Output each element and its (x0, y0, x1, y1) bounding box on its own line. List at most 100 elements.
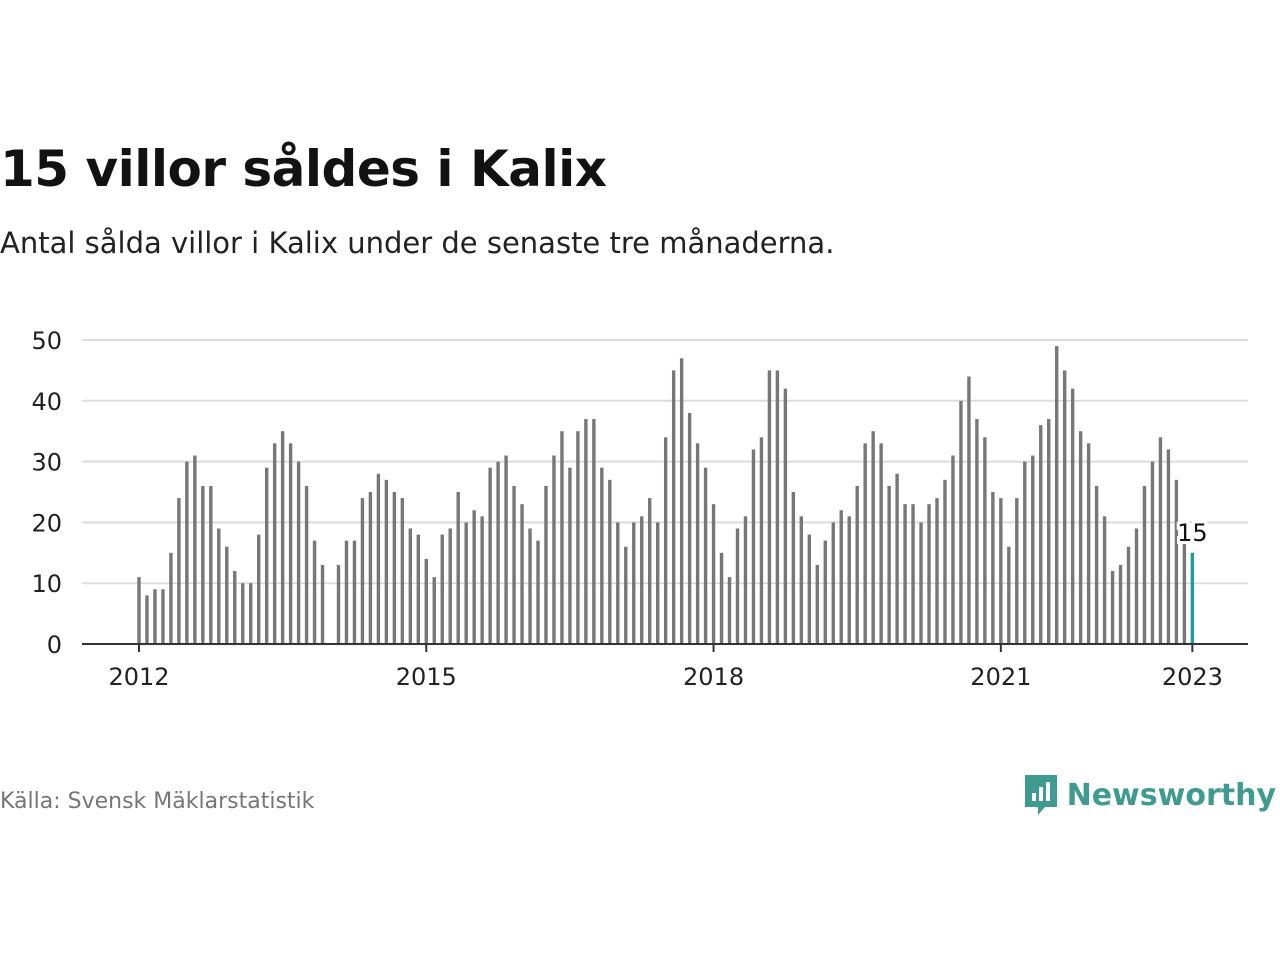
bar (807, 534, 812, 644)
bar (927, 504, 931, 644)
bar (1031, 455, 1035, 644)
bar (392, 492, 397, 644)
highlight-data-label: 15 (1177, 519, 1208, 547)
bar (272, 443, 277, 644)
bar (249, 583, 253, 644)
bar (1110, 571, 1115, 644)
y-tick-label: 40 (31, 388, 62, 416)
bar (177, 498, 181, 644)
bar (951, 455, 955, 644)
bar (456, 492, 460, 644)
bar (711, 504, 716, 644)
bar (743, 516, 748, 644)
bar (568, 467, 572, 644)
bar (1055, 346, 1059, 644)
bar (855, 485, 859, 644)
bar (799, 516, 804, 644)
bar (448, 528, 452, 644)
bar (791, 492, 796, 644)
bar (648, 498, 652, 644)
bar (520, 504, 524, 644)
bar (887, 485, 891, 644)
bar (663, 437, 668, 644)
bar (161, 589, 165, 644)
bar (344, 540, 349, 644)
bar (759, 437, 764, 644)
y-tick-label: 0 (47, 631, 62, 659)
bar (592, 419, 596, 644)
y-tick-label: 10 (31, 570, 62, 598)
bar (1047, 419, 1051, 644)
bar (608, 479, 612, 644)
bar (416, 534, 420, 644)
brand-name: Newsworthy (1066, 777, 1276, 813)
bar (169, 552, 173, 644)
chart-title: 15 villor såldes i Kalix (0, 140, 607, 198)
bar (640, 516, 644, 644)
bar (935, 498, 939, 644)
bar (767, 370, 772, 644)
bar (975, 419, 979, 644)
bar (1070, 388, 1075, 644)
bar (233, 571, 237, 644)
bar (209, 485, 213, 644)
y-tick-label: 30 (31, 449, 62, 477)
bar (584, 419, 588, 644)
bar (863, 443, 867, 644)
bar (560, 431, 564, 644)
bar (1007, 546, 1011, 644)
bar (1094, 485, 1099, 644)
bar (943, 479, 947, 644)
bar (1118, 564, 1123, 644)
bar (616, 522, 620, 644)
y-tick-label: 50 (31, 327, 62, 355)
bar (719, 552, 724, 644)
bar (1078, 431, 1083, 644)
bar (735, 528, 740, 644)
bar (312, 540, 317, 644)
bar (193, 455, 197, 644)
bar (1158, 437, 1163, 644)
x-tick-label: 2023 (1162, 663, 1223, 691)
bar (695, 443, 700, 644)
x-tick-label: 2021 (970, 663, 1031, 691)
bar (1166, 449, 1171, 644)
bar (185, 461, 189, 644)
bar (847, 516, 851, 644)
bar (999, 498, 1003, 644)
bar (504, 455, 508, 644)
bar (656, 522, 660, 644)
bar-chart: 0 10 20 30 40 50 2012 2015 2018 2021 2023 15 (31, 327, 1248, 691)
bar (424, 558, 428, 644)
bar (1062, 370, 1067, 644)
bar (624, 546, 628, 644)
bar (153, 589, 157, 644)
bar (687, 412, 692, 644)
bar (1086, 443, 1091, 644)
bar (775, 370, 780, 644)
bar (304, 485, 309, 644)
bar (727, 577, 732, 644)
bar (408, 528, 413, 644)
bar (496, 461, 500, 644)
bar (1126, 546, 1131, 644)
bar (217, 528, 221, 644)
bar (264, 467, 269, 644)
bar (1102, 516, 1107, 644)
bar (1142, 485, 1147, 644)
bar (991, 492, 995, 644)
bar (879, 443, 883, 644)
bar (967, 376, 971, 644)
bar (671, 370, 676, 644)
bar (679, 358, 684, 644)
bar (983, 437, 987, 644)
bar (1015, 498, 1019, 644)
brand-logo: Newsworthy (1023, 773, 1276, 817)
bar (783, 388, 788, 644)
bar (352, 540, 357, 644)
bar (480, 516, 484, 644)
bar-highlight (1190, 552, 1195, 644)
bar (1182, 540, 1187, 644)
bar (1150, 461, 1155, 644)
bar (1023, 461, 1027, 644)
